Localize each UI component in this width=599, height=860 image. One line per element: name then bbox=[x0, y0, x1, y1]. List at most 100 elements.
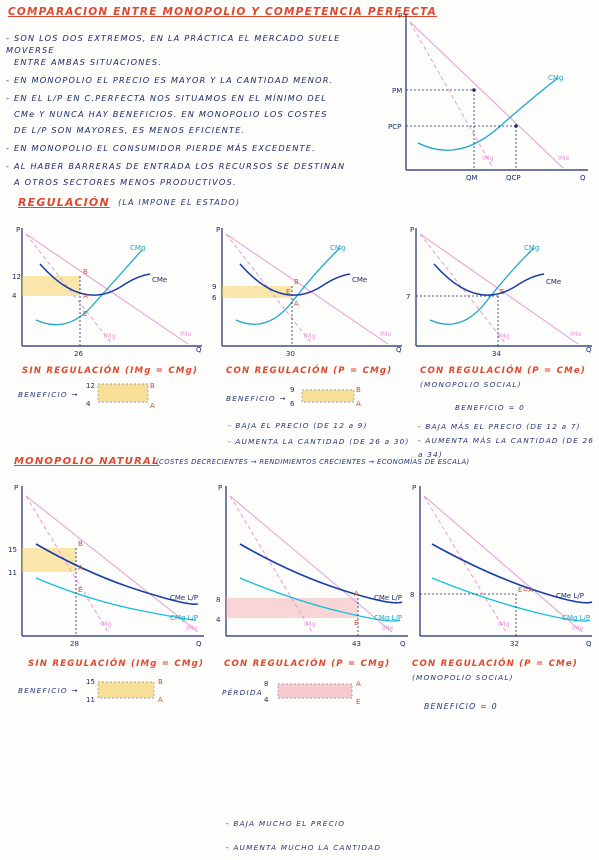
bullet-line: ENTRE AMBAS SITUACIONES. bbox=[14, 57, 163, 67]
cmg-curve bbox=[429, 247, 535, 325]
axis-q-label: Q bbox=[580, 174, 586, 182]
ime-line bbox=[409, 21, 564, 169]
x-label: 30 bbox=[286, 350, 295, 358]
cme-label: CMe bbox=[352, 276, 367, 284]
axis-q-label: Q bbox=[196, 346, 202, 354]
y-high-label: 8 bbox=[410, 591, 414, 599]
pcp-label: PCP bbox=[388, 123, 401, 131]
axis-q-label: Q bbox=[196, 640, 202, 648]
axis-p-label: P bbox=[410, 226, 414, 234]
x-label: 34 bbox=[492, 350, 501, 358]
img-label: IMg bbox=[304, 332, 316, 340]
benefit-area bbox=[222, 286, 292, 298]
loss-label: PÉRDIDA bbox=[222, 688, 263, 697]
cmg-label: CMg L/P bbox=[562, 614, 590, 622]
note-line: - AUMENTA MÁS LA CANTIDAD (DE 26 a 34) bbox=[418, 436, 595, 459]
bullet-line: - SON LOS DOS EXTREMOS, EN LA PRÁCTICA E… bbox=[6, 33, 341, 55]
axis-p-label: P bbox=[216, 226, 220, 234]
note-line: - BAJA MUCHO EL PRECIO bbox=[226, 819, 346, 828]
axis-p-label: P bbox=[16, 226, 20, 234]
point-a: A bbox=[78, 564, 83, 572]
ime-label: IMe bbox=[558, 154, 570, 162]
cme-curve bbox=[239, 263, 351, 296]
cmg-label: CMg bbox=[524, 244, 539, 252]
point-b: B bbox=[294, 278, 299, 286]
axis-q-label: Q bbox=[586, 346, 592, 354]
cmg-label: CMg L/P bbox=[374, 614, 402, 622]
cme-label: CMe bbox=[152, 276, 167, 284]
nat-notes-2: - BAJA MUCHO EL PRECIO - AUMENTA MUCHO L… bbox=[226, 812, 381, 860]
axis-p-label: P bbox=[412, 484, 416, 492]
cmg-label: CMg bbox=[548, 74, 563, 82]
benefit-high: 12 bbox=[86, 382, 95, 390]
nat-caption-3: CON REGULACIÓN (P = CMe) bbox=[412, 659, 578, 669]
cme-label: CMe L/P bbox=[170, 594, 198, 602]
ime-label: IMe bbox=[570, 330, 582, 338]
benefit-high: 9 bbox=[290, 386, 294, 394]
cmg-label: CMg L/P bbox=[170, 614, 198, 622]
point-e: E bbox=[83, 310, 87, 318]
reg-caption-3-sub: (MONOPOLIO SOCIAL) bbox=[420, 380, 522, 389]
cmg-curve bbox=[239, 577, 401, 622]
point-a: A bbox=[83, 292, 88, 300]
qm-label: QM bbox=[466, 174, 478, 182]
nat-graph-sin-regulacion: P Q 15 11 28 B A E CMe L/P CMg L/P IMg I… bbox=[8, 484, 204, 648]
point-e: E bbox=[354, 619, 358, 627]
y-low-label: 4 bbox=[216, 616, 221, 624]
nat-caption-2: CON REGULACIÓN (P = CMg) bbox=[224, 659, 391, 669]
point-e: E bbox=[78, 586, 82, 594]
benefit-label: BENEFICIO → bbox=[18, 686, 79, 695]
ime-label: IMe bbox=[186, 624, 198, 632]
note-line: - AUMENTA LA CANTIDAD (DE 26 a 30) bbox=[228, 437, 410, 446]
benefit-a: A bbox=[150, 402, 155, 410]
regulacion-subtitle: (LA IMPONE EL ESTADO) bbox=[118, 198, 241, 207]
regulacion-title: REGULACIÓN bbox=[18, 196, 110, 209]
benefit-low: 11 bbox=[86, 696, 95, 704]
ime-line bbox=[423, 495, 583, 633]
point-a: A bbox=[354, 590, 359, 598]
top-comparison-graph: P Q PM PCP QM QCP CMg IMg IMe bbox=[388, 12, 588, 182]
cmg-label: CMg bbox=[130, 244, 145, 252]
axis-q-label: Q bbox=[586, 640, 592, 648]
reg-caption-1: SIN REGULACIÓN (IMg = CMg) bbox=[22, 366, 199, 376]
img-label: IMg bbox=[498, 332, 510, 340]
nat-caption-1: SIN REGULACIÓN (IMg = CMg) bbox=[28, 659, 205, 669]
x-label: 28 bbox=[70, 640, 79, 648]
cme-label: CMe bbox=[546, 278, 561, 286]
qcp-label: QCP bbox=[506, 174, 521, 182]
reg-graph-p-cme: P Q 7 34 E CMg CMe IMg IMe bbox=[406, 226, 592, 358]
benefit-area bbox=[22, 276, 80, 296]
ime-label: IMe bbox=[572, 624, 584, 632]
intro-bullets: - SON LOS DOS EXTREMOS, EN LA PRÁCTICA E… bbox=[6, 32, 386, 188]
benefit-label: BENEFICIO → bbox=[18, 390, 79, 399]
benefit-b: B bbox=[356, 386, 361, 394]
benefit-a: A bbox=[356, 400, 361, 408]
ime-label: IMe bbox=[380, 330, 392, 338]
ime-line bbox=[225, 233, 389, 345]
point-a: A bbox=[294, 300, 299, 308]
img-line bbox=[419, 233, 507, 345]
monopoly-point bbox=[472, 88, 476, 92]
reg-notes-2: - BAJA EL PRECIO (DE 12 a 9) - AUMENTA L… bbox=[228, 418, 410, 450]
cme-curve bbox=[239, 543, 403, 604]
y-low-label: 6 bbox=[212, 294, 217, 302]
reg-notes-3: - BAJA MÁS EL PRECIO (DE 12 a 7) - AUMEN… bbox=[418, 420, 599, 462]
axis-p-label: P bbox=[398, 12, 402, 20]
img-line bbox=[25, 495, 109, 633]
reg-graph-p-cmg: P Q 9 6 30 B A E CMg CMe IMg IMe bbox=[212, 226, 402, 358]
page-title: COMPARACION ENTRE MONOPOLIO Y COMPETENCI… bbox=[8, 6, 437, 18]
img-label: IMg bbox=[482, 154, 494, 162]
note-line: - AUMENTA MUCHO LA CANTIDAD bbox=[226, 843, 382, 852]
x-label: 43 bbox=[352, 640, 361, 648]
img-line bbox=[225, 233, 313, 345]
cmg-curve bbox=[417, 77, 559, 151]
img-label: IMg bbox=[498, 620, 510, 628]
loss-high: 8 bbox=[264, 680, 268, 688]
img-label: IMg bbox=[100, 620, 112, 628]
bullet-line: A OTROS SECTORES MENOS PRODUCTIVOS. bbox=[14, 177, 237, 187]
loss-low: 4 bbox=[264, 696, 269, 704]
ime-line bbox=[229, 495, 393, 633]
nat-benefit-zero: BENEFICIO = 0 bbox=[424, 702, 498, 711]
axis-q-label: Q bbox=[400, 640, 406, 648]
img-label: IMg bbox=[304, 620, 316, 628]
